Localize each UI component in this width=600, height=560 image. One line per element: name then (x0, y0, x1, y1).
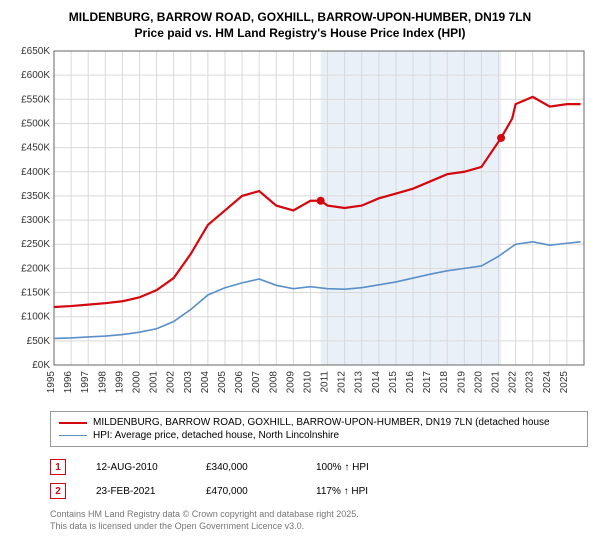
legend-label-2: HPI: Average price, detached house, Nort… (93, 430, 339, 441)
svg-text:2024: 2024 (542, 371, 553, 394)
footer: Contains HM Land Registry data © Crown c… (50, 509, 590, 532)
svg-text:£50K: £50K (27, 336, 51, 347)
svg-text:1999: 1999 (114, 371, 125, 394)
legend-row-1: MILDENBURG, BARROW ROAD, GOXHILL, BARROW… (59, 416, 579, 429)
sale-price: £470,000 (206, 486, 286, 497)
svg-text:2020: 2020 (473, 371, 484, 394)
svg-text:2012: 2012 (337, 371, 348, 394)
legend-swatch-1 (59, 422, 87, 424)
svg-text:2019: 2019 (456, 371, 467, 394)
svg-text:2006: 2006 (234, 371, 245, 394)
svg-text:2002: 2002 (166, 371, 177, 394)
svg-text:1997: 1997 (80, 371, 91, 394)
svg-text:2016: 2016 (405, 371, 416, 394)
svg-text:£150K: £150K (21, 288, 50, 299)
title-line1: MILDENBURG, BARROW ROAD, GOXHILL, BARROW… (10, 10, 590, 26)
sales-list: 1 12-AUG-2010 £340,000 100% ↑ HPI 2 23-FEB-20… (50, 455, 590, 503)
svg-text:2000: 2000 (131, 371, 142, 394)
svg-text:2013: 2013 (354, 371, 365, 394)
svg-text:£300K: £300K (21, 215, 50, 226)
sale-price: £340,000 (206, 462, 286, 473)
svg-text:£650K: £650K (21, 46, 50, 57)
svg-text:£100K: £100K (21, 312, 50, 323)
svg-text:2022: 2022 (508, 371, 519, 394)
sale-row: 2 23-FEB-2021 £470,000 117% ↑ HPI (50, 479, 590, 503)
legend: MILDENBURG, BARROW ROAD, GOXHILL, BARROW… (50, 411, 588, 447)
sale-marker-icon: 1 (50, 459, 66, 475)
svg-text:2021: 2021 (491, 371, 502, 394)
svg-text:£250K: £250K (21, 239, 50, 250)
svg-text:2008: 2008 (268, 371, 279, 394)
svg-text:1996: 1996 (63, 371, 74, 394)
svg-text:2017: 2017 (422, 371, 433, 394)
svg-text:£500K: £500K (21, 119, 50, 130)
svg-text:£550K: £550K (21, 94, 50, 105)
svg-text:2001: 2001 (149, 371, 160, 394)
legend-label-1: MILDENBURG, BARROW ROAD, GOXHILL, BARROW… (93, 417, 550, 428)
svg-text:£350K: £350K (21, 191, 50, 202)
sale-pct: 117% ↑ HPI (316, 486, 396, 497)
svg-text:2018: 2018 (439, 371, 450, 394)
svg-text:2005: 2005 (217, 371, 228, 394)
sale-date: 23-FEB-2021 (96, 486, 176, 497)
svg-text:£450K: £450K (21, 143, 50, 154)
svg-text:2025: 2025 (559, 371, 570, 394)
svg-text:2009: 2009 (285, 371, 296, 394)
chart-container: £0K £50K £100K £150K £200K £250K £300K £350K £40… (10, 45, 590, 405)
legend-swatch-2 (59, 435, 87, 436)
svg-text:2014: 2014 (371, 371, 382, 394)
line-chart: £0K £50K £100K £150K £200K £250K £300K £350K £40… (10, 45, 590, 405)
svg-text:£600K: £600K (21, 70, 50, 81)
footer-line1: Contains HM Land Registry data © Crown c… (50, 509, 590, 521)
svg-text:2007: 2007 (251, 371, 262, 394)
svg-text:2011: 2011 (320, 371, 331, 393)
svg-text:£400K: £400K (21, 167, 50, 178)
svg-text:2023: 2023 (525, 371, 536, 394)
chart-title: MILDENBURG, BARROW ROAD, GOXHILL, BARROW… (10, 10, 590, 41)
svg-text:2010: 2010 (302, 371, 313, 394)
svg-text:2015: 2015 (388, 371, 399, 394)
sale-marker-icon: 2 (50, 483, 66, 499)
title-line2: Price paid vs. HM Land Registry's House … (10, 26, 590, 42)
svg-text:£0K: £0K (32, 360, 50, 371)
legend-row-2: HPI: Average price, detached house, Nort… (59, 429, 579, 442)
svg-text:2004: 2004 (200, 371, 211, 394)
svg-text:1995: 1995 (46, 371, 57, 394)
svg-text:1998: 1998 (97, 371, 108, 394)
svg-text:£200K: £200K (21, 264, 50, 275)
sale-pct: 100% ↑ HPI (316, 462, 396, 473)
svg-text:2003: 2003 (183, 371, 194, 394)
footer-line2: This data is licensed under the Open Gov… (50, 521, 590, 533)
sale-row: 1 12-AUG-2010 £340,000 100% ↑ HPI (50, 455, 590, 479)
sale-date: 12-AUG-2010 (96, 462, 176, 473)
